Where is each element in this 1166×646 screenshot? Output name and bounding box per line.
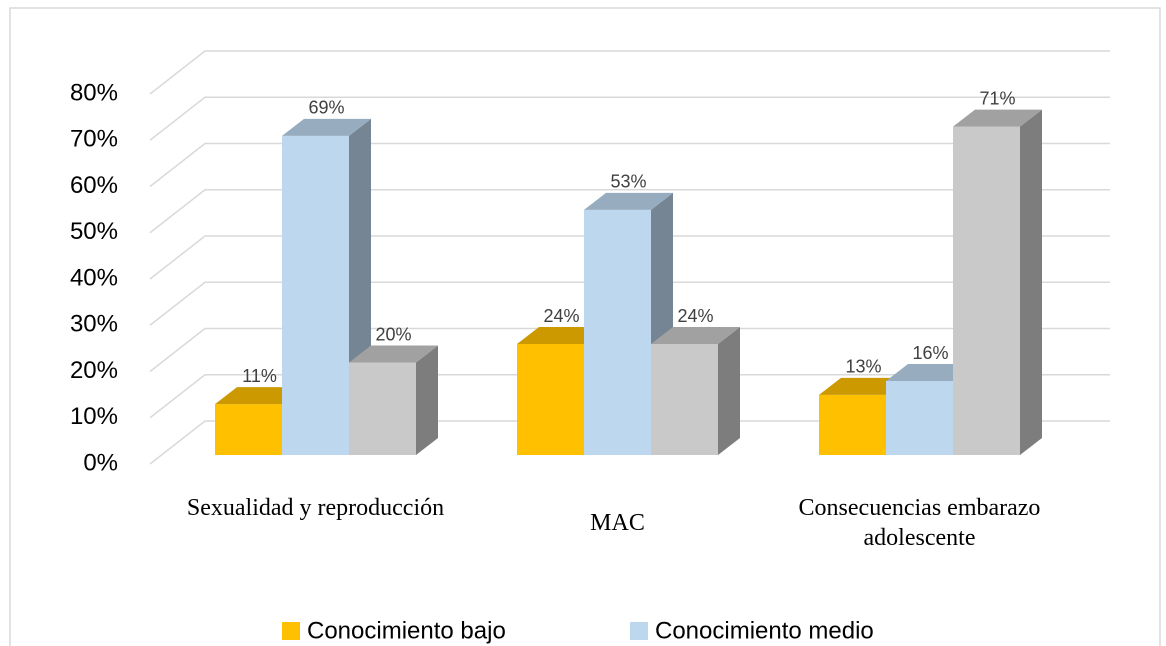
data-label: 69% — [308, 98, 344, 118]
y-tick-label: 0% — [83, 449, 118, 476]
bar-top — [215, 387, 304, 405]
bar-top — [651, 327, 740, 344]
data-label: 24% — [543, 306, 579, 326]
grid-line — [149, 235, 1110, 280]
bar-side — [1020, 109, 1042, 455]
x-tick-label: Consecuencias embarazo adolescente — [798, 495, 1041, 551]
grid-line — [149, 327, 1110, 373]
grid-line — [149, 142, 1110, 188]
legend-swatch — [630, 622, 648, 640]
x-tick-label: Sexualidad y reproducción — [186, 495, 445, 521]
bar-side — [416, 345, 438, 455]
bar — [215, 404, 282, 455]
bar — [517, 344, 584, 455]
data-label: 71% — [979, 88, 1015, 108]
data-label: 53% — [610, 172, 646, 192]
y-tick-label: 10% — [70, 403, 118, 430]
bar — [953, 126, 1020, 455]
y-tick-label: 70% — [70, 126, 118, 153]
bar-side — [718, 327, 740, 455]
y-tick-label: 20% — [70, 357, 118, 384]
bar — [886, 381, 953, 455]
bar — [282, 135, 349, 455]
data-label: 24% — [677, 306, 713, 326]
chart-border — [9, 7, 1161, 646]
data-label: 13% — [845, 357, 881, 377]
bar-top — [819, 377, 908, 395]
grid-line — [149, 281, 1110, 326]
y-tick-label: 60% — [70, 172, 118, 199]
legend-label: Conocimiento medio — [655, 617, 874, 644]
bar — [651, 344, 718, 455]
bar-top — [349, 345, 438, 363]
grid-line — [149, 50, 1110, 95]
bar-top — [517, 327, 606, 344]
bar-top — [886, 364, 975, 381]
grid-line — [149, 96, 1110, 141]
y-tick-label: 30% — [70, 311, 118, 338]
bar — [819, 394, 886, 455]
bar-top — [584, 192, 673, 210]
data-label: 20% — [375, 324, 411, 344]
y-tick-label: 50% — [70, 218, 118, 245]
bar — [349, 362, 416, 455]
bar-top — [953, 109, 1042, 127]
grid-line — [149, 374, 1110, 419]
data-label: 16% — [912, 343, 948, 363]
x-tick-label: MAC — [590, 510, 645, 536]
y-tick-label: 80% — [70, 79, 118, 106]
legend-label: Conocimiento bajo — [307, 617, 506, 644]
y-tick-label: 40% — [70, 264, 118, 291]
bar-top — [282, 118, 371, 136]
data-label: 11% — [242, 366, 277, 386]
grid-line — [149, 420, 1110, 465]
bar — [584, 209, 651, 455]
grid-line — [149, 189, 1110, 234]
legend-swatch — [282, 622, 300, 640]
